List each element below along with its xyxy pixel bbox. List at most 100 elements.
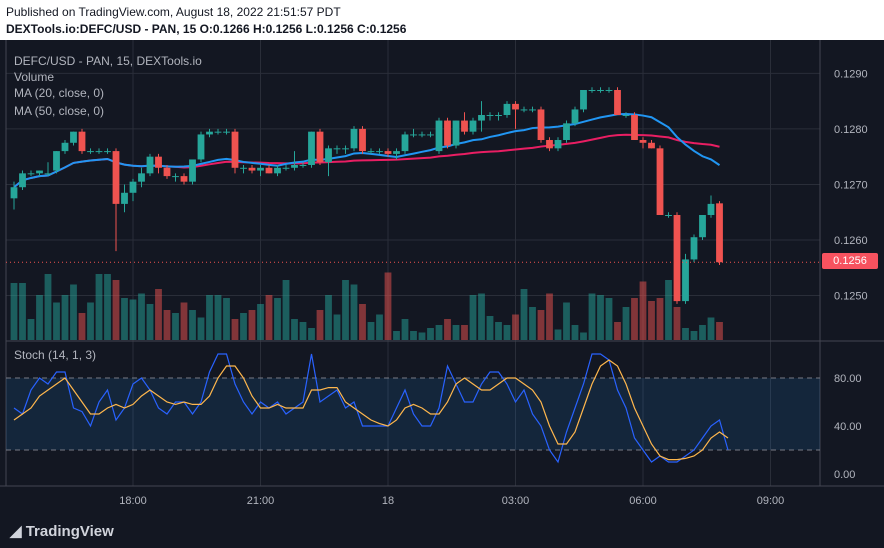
candle-body [665,215,672,216]
volume-bar [325,295,332,340]
volume-bar [656,298,664,340]
chart-svg[interactable]: 0.1290 0.1280 0.1270 0.1260 0.1250 80.00 40.00… [0,40,884,516]
volume-bar [342,280,349,340]
candle-body [427,134,434,136]
candle-body [333,148,341,150]
stoch-tick-label: 40.00 [834,421,862,433]
volume-bar [469,295,477,340]
volume-bar [631,298,638,340]
candle-body [180,176,188,182]
candle-body [690,237,698,260]
candle-body [435,120,443,152]
candle-body [486,115,494,116]
candle-body [461,120,468,132]
time-tick-label: 06:00 [629,495,657,507]
legend-stoch: Stoch (14, 1, 3) [14,348,97,362]
volume-bar [163,310,171,340]
price-tick-label: 0.1290 [834,68,868,80]
volume-bar [70,284,77,340]
stoch-tick-label: 80.00 [834,373,862,385]
candle-body [95,151,103,153]
volume-bar [265,295,273,340]
stoch-tick-label: 0.00 [834,469,855,481]
candle-body [172,176,179,178]
volume-bar [359,304,366,340]
candle-body [87,151,94,153]
candle-body [53,151,60,171]
candle-body [121,192,128,204]
tradingview-logo[interactable]: ◢ TradingView [10,522,114,540]
volume-bar [197,317,205,340]
candle-body [206,131,213,135]
volume-bar [78,313,86,340]
candle-body [444,120,451,146]
volume-bar [563,302,570,340]
volume-bar [614,322,621,340]
candle-body [189,159,196,182]
candle-body [452,120,460,146]
candle-body [138,173,145,182]
volume-bar [648,301,655,340]
candle-body [656,148,664,215]
candle-body [214,131,222,133]
volume-bar [61,295,69,340]
volume-bar [240,313,247,340]
chart-area[interactable]: 0.1290 0.1280 0.1270 0.1260 0.1250 80.00 40.00… [0,40,884,516]
volume-bar [19,283,26,340]
candle-body [529,109,536,111]
volume-bar [597,295,604,340]
volume-bar [138,293,145,340]
volume-bar [180,302,188,340]
candle-body [61,142,69,152]
volume-bar [537,310,545,340]
volume-bar [146,304,154,340]
candle-body [520,109,528,111]
volume-bar [257,304,264,340]
footer: ◢ TradingView [0,516,884,548]
volume-bar [427,328,434,340]
legend-title: DEFC/USD - PAN, 15, DEXTools.io [14,54,202,68]
volume-bar [401,319,409,340]
candle-body [19,173,26,188]
candle-body [469,120,477,132]
last-price-label: 0.1256 [822,253,878,269]
volume-bar [580,332,587,340]
volume-bar [36,295,43,340]
candle-body [10,187,18,199]
volume-bar [546,293,553,340]
volume-bar [435,325,443,340]
volume-bar [248,310,256,340]
candle-body [605,90,613,91]
candle-body [257,167,264,171]
candle-body [580,90,587,110]
volume-bar [189,310,196,340]
ohlc-text: O:0.1266 H:0.1256 L:0.1256 C:0.1256 [199,22,407,36]
candle-body [393,151,400,154]
candle-body [112,151,120,204]
volume-bar [588,293,596,340]
volume-bar [350,284,358,340]
volume-bar [716,322,723,340]
price-tick-label: 0.1270 [834,179,868,191]
volume-bar [316,310,324,340]
candle-body [563,123,570,140]
candle-body [682,259,689,302]
candle-body [325,148,332,163]
candle-body [36,170,43,174]
candle-body [231,131,239,168]
volume-bar [486,316,494,340]
volume-bar [707,317,715,340]
volume-bar [223,298,230,340]
ma20-line [13,113,721,188]
candle-body [588,90,596,91]
volume-bar [231,319,239,340]
volume-bar [554,329,562,340]
symbol-line: DEXTools.io:DEFC/USD - PAN, 15 O:0.1266 … [6,22,406,36]
candle-body [384,151,392,154]
volume-bar [639,281,647,340]
candle-body [537,109,545,140]
candle-body [503,103,511,115]
legend-ma20: MA (20, close, 0) [14,86,105,100]
candle-body [648,142,655,149]
volume-bar [571,325,579,340]
